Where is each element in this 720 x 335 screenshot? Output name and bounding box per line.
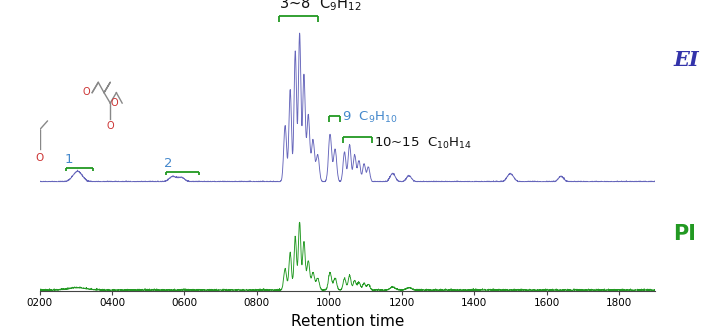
X-axis label: Retention time: Retention time <box>291 314 404 329</box>
Text: 10~15  $\mathregular{C_{10}H_{14}}$: 10~15 $\mathregular{C_{10}H_{14}}$ <box>374 136 472 151</box>
Text: EI: EI <box>673 50 699 70</box>
Text: O: O <box>107 121 114 131</box>
Text: PI: PI <box>673 224 696 245</box>
Text: 9  $\mathregular{C_9H_{10}}$: 9 $\mathregular{C_9H_{10}}$ <box>342 110 397 126</box>
Text: 1: 1 <box>64 153 73 165</box>
Text: O: O <box>35 153 44 163</box>
Text: 2: 2 <box>164 157 172 170</box>
Text: O: O <box>110 98 118 108</box>
Text: O: O <box>83 87 90 97</box>
Text: 3~8  $\mathregular{C_9H_{12}}$: 3~8 $\mathregular{C_9H_{12}}$ <box>279 0 362 13</box>
